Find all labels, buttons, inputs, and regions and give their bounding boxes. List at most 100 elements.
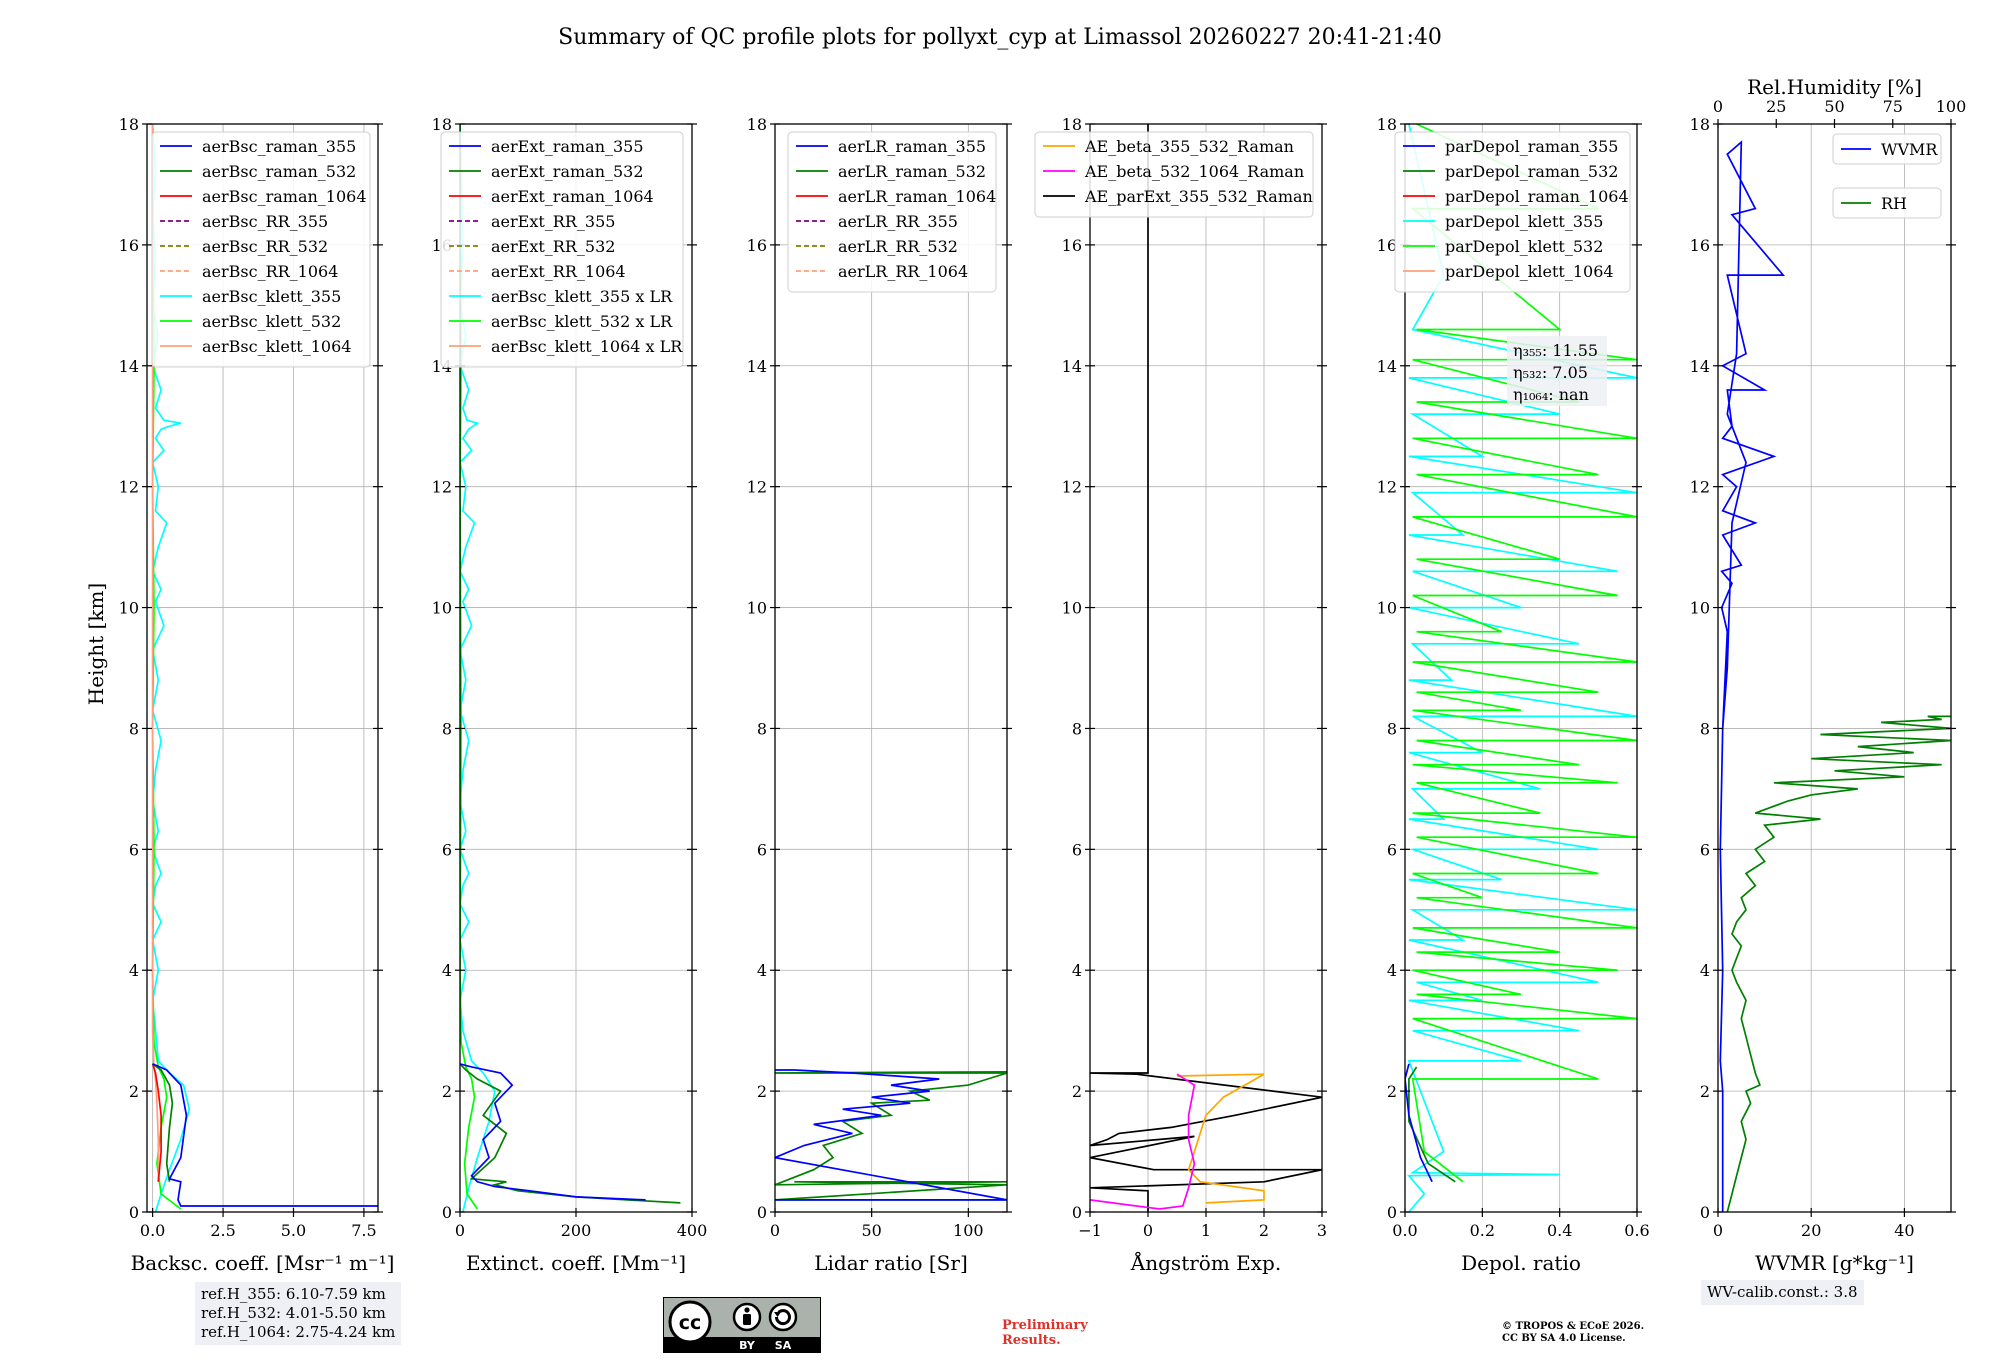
ref-height-532: ref.H_532: 4.01-5.50 km (201, 1304, 386, 1322)
y-tick-label: 0 (757, 1203, 767, 1222)
legend: WVMR RH (1832, 133, 1942, 219)
series-line-parDepol_raman_532 (1408, 1066, 1456, 1183)
y-tick-label: 10 (1062, 599, 1082, 618)
series-line-aerExt_raman_532 (460, 1063, 681, 1204)
x-tick-label: 7.5 (351, 1221, 376, 1240)
legend-box (1034, 131, 1314, 218)
by-label: BY (739, 1339, 756, 1352)
eta-box (1507, 336, 1607, 406)
legend: parDepol_raman_355 parDepol_raman_532 parD… (1394, 131, 1631, 293)
axes-frame (146, 123, 379, 1213)
series-line-aerLR_raman_532 (775, 1070, 1007, 1201)
y-tick-label: 14 (119, 357, 139, 376)
legend-label: parDepol_raman_532 (1445, 162, 1618, 181)
x2-tick-label: 100 (1936, 97, 1967, 116)
x-tick-label: 2.5 (210, 1221, 235, 1240)
legend-label: aerExt_RR_355 (491, 212, 615, 231)
x-axis-label: Ångström Exp. (1130, 1250, 1281, 1275)
ref-heights-box: ref.H_355: 6.10-7.59 km ref.H_532: 4.01-… (195, 1282, 402, 1345)
legend-label: parDepol_raman_355 (1445, 137, 1618, 156)
x-tick-label: 0.4 (1547, 1221, 1572, 1240)
series-line-aerBsc_raman_355 (152, 1063, 378, 1207)
series-line-WVMR (1719, 140, 1786, 1212)
legend-label: aerBsc_RR_355 (202, 212, 328, 231)
copyright-line-2: CC BY SA 4.0 License. (1502, 1333, 1626, 1344)
legend: AE_beta_355_532_Raman AE_beta_532_1064_Ra… (1034, 131, 1314, 218)
x-tick-label: 0.6 (1624, 1221, 1649, 1240)
legend-label: AE_parExt_355_532_Raman (1084, 187, 1313, 206)
y-tick-label: 4 (757, 961, 767, 980)
legend: aerLR_raman_355 aerLR_raman_532 aerLR_rama… (787, 131, 997, 293)
y-tick-label: 0 (1700, 1203, 1710, 1222)
legend-box (1394, 131, 1631, 293)
y-tick-label: 14 (747, 357, 767, 376)
panel-bsc: 0 2 4 6 8 10 12 14 16 18 0.0 2.5 5.0 7.5 Backsc. coeff… (119, 115, 395, 1275)
legend-box (440, 131, 684, 368)
y-tick-label: 0 (442, 1203, 452, 1222)
x2-tick-label: 50 (1824, 97, 1844, 116)
x-tick-label: 0.0 (140, 1221, 165, 1240)
y-tick-label: 16 (1377, 236, 1397, 255)
wv-calib-constant: WV-calib.const.: 3.8 (1707, 1283, 1858, 1301)
y-tick-label: 0 (1387, 1203, 1397, 1222)
legend: aerBsc_raman_355 aerBsc_raman_532 aerBsc_r… (151, 131, 371, 368)
y-tick-label: 10 (1690, 599, 1710, 618)
y-tick-label: 2 (129, 1082, 139, 1101)
x-tick-label: 0 (1143, 1221, 1153, 1240)
y-tick-label: 12 (119, 478, 139, 497)
x-tick-label: −1 (1078, 1221, 1102, 1240)
axes-frame (1717, 123, 1952, 1213)
x-tick-label: 50 (861, 1221, 881, 1240)
legend-label: parDepol_klett_355 (1445, 212, 1603, 231)
x-tick-label: 0.2 (1470, 1221, 1495, 1240)
x-axis-label: Lidar ratio [Sr] (814, 1251, 968, 1275)
series-line-aerBsc_klett_355 (151, 124, 191, 1212)
series-line-AE_beta_355_532_Raman (1176, 1073, 1265, 1204)
y-tick-label: 18 (119, 115, 139, 134)
y-tick-label: 14 (1062, 357, 1082, 376)
series-line-AE_parExt_355_532_Raman (1090, 124, 1322, 1212)
legend-label: aerBsc_klett_1064 (202, 337, 351, 356)
sa-share-icon (768, 1302, 798, 1332)
y-tick-label: 8 (1072, 719, 1082, 738)
figure-title: Summary of QC profile plots for pollyxt_… (558, 25, 1442, 50)
legend-label: aerLR_raman_532 (838, 162, 986, 181)
copyright-line-1: © TROPOS & ECoE 2026. (1502, 1321, 1645, 1332)
legend-label: parDepol_klett_1064 (1445, 262, 1614, 281)
y-tick-label: 6 (757, 840, 767, 859)
y-tick-label: 8 (1387, 719, 1397, 738)
y-tick-label: 4 (1700, 961, 1710, 980)
y-tick-label: 2 (442, 1082, 452, 1101)
ref-height-355: ref.H_355: 6.10-7.59 km (201, 1285, 386, 1303)
legend-label: aerBsc_klett_532 x LR (491, 312, 673, 331)
y-tick-label: 18 (432, 115, 452, 134)
y-tick-label: 2 (1700, 1082, 1710, 1101)
legend-label: aerExt_RR_532 (491, 237, 615, 256)
y-tick-label: 2 (1072, 1082, 1082, 1101)
legend-label: aerBsc_RR_1064 (202, 262, 338, 281)
x-tick-label: 0.0 (1392, 1221, 1417, 1240)
y-tick-label: 12 (432, 478, 452, 497)
legend-label: AE_beta_532_1064_Raman (1084, 162, 1304, 181)
legend-label: aerExt_raman_532 (491, 162, 644, 181)
y-tick-label: 8 (129, 719, 139, 738)
y-tick-label: 8 (1700, 719, 1710, 738)
y-tick-label: 12 (1062, 478, 1082, 497)
legend-label: WVMR (1881, 140, 1938, 159)
preliminary-line-2: Results. (1002, 1333, 1061, 1348)
eta-label: η₅₃₂: 7.05 (1513, 363, 1588, 382)
y-tick-label: 16 (1690, 236, 1710, 255)
legend-label: aerBsc_klett_532 (202, 312, 341, 331)
legend-label: aerBsc_klett_355 (202, 287, 341, 306)
y-tick-label: 12 (1690, 478, 1710, 497)
y-tick-label: 10 (432, 599, 452, 618)
eta-label: η₁₀₆₄: nan (1513, 385, 1589, 404)
y-tick-label: 8 (442, 719, 452, 738)
y-tick-label: 10 (747, 599, 767, 618)
panel-ext: 0246810121416180200400Extinct. coeff. [M… (432, 115, 708, 1275)
series-line-parDepol_raman_355 (1405, 1063, 1433, 1183)
y-tick-label: 14 (1377, 357, 1397, 376)
